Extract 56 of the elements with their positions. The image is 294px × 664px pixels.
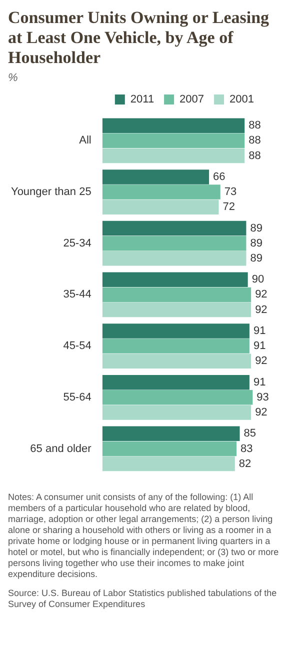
bar: [102, 456, 235, 472]
bar: [102, 148, 245, 164]
bar: [102, 354, 252, 368]
data-label: 89: [250, 237, 262, 250]
y-tick-label: All: [79, 134, 92, 147]
chart-title: Consumer Units Owning or Leasing at Least One Vehicle, by Age of Householder: [8, 8, 270, 68]
y-tick-label: Younger than 25: [10, 186, 92, 198]
data-label: 89: [250, 222, 262, 234]
legend-label: 2007: [180, 94, 204, 106]
text: %: [8, 72, 19, 84]
bar: [102, 338, 250, 354]
data-label: 90: [252, 274, 264, 286]
bar: [102, 133, 245, 148]
data-label: 91: [253, 376, 266, 388]
bar: [102, 251, 246, 266]
data-label: 66: [213, 170, 226, 183]
bar: [102, 170, 210, 184]
y-tick-label: 35-44: [63, 288, 92, 301]
y-tick-label: 25-34: [63, 237, 92, 250]
bar: [102, 200, 219, 214]
y-tick-label: 65 and older: [30, 442, 92, 455]
data-label: 92: [255, 355, 268, 368]
legend-label: 2011: [130, 94, 154, 106]
y-tick-label: 45-54: [63, 340, 92, 352]
bar: [102, 374, 250, 390]
bar: [102, 272, 248, 288]
bar: [102, 118, 245, 133]
data-label: 88: [248, 150, 261, 162]
data-label: 73: [224, 186, 237, 198]
bar: [102, 390, 253, 405]
data-label: 88: [248, 134, 261, 147]
bar: [102, 220, 246, 236]
data-label: 92: [255, 288, 268, 301]
bar: [102, 184, 220, 200]
bar: [102, 405, 252, 420]
bar: [102, 287, 252, 302]
legend-label: 2001: [230, 94, 254, 106]
bar: [102, 441, 237, 456]
data-label: 83: [240, 442, 253, 455]
data-label: 72: [222, 201, 235, 214]
data-label: 89: [250, 252, 262, 264]
bar: [102, 324, 250, 338]
data-label: 91: [253, 340, 266, 352]
text: Notes: A consumer unit consists of any of the following: (1) All members of a particular household who are related by blood, marriage, adoption or other legal arrangements; (2) a person living alone or sharing a household with others or living as a roomer in a private home or lodging house or in permanent living quarters in a hotel or motel, but who is financially independent; or (3) two or more persons living together who use their incomes to make joint expenditure decisions.: [8, 492, 280, 580]
data-label: 85: [244, 428, 256, 440]
data-label: 82: [238, 458, 252, 470]
data-label: 92: [255, 304, 268, 316]
y-tick-label: 55-64: [63, 391, 92, 404]
data-label: 93: [256, 391, 269, 404]
bar: [102, 302, 252, 318]
data-label: 91: [253, 325, 266, 338]
source-note: Source: U.S. Bureau of Labor Statistics published tabulations of the Survey of Consumer Expenditures: [8, 588, 278, 610]
data-label: 88: [248, 120, 261, 132]
bar: [102, 426, 240, 442]
data-label: 92: [255, 406, 268, 418]
bar: [102, 236, 246, 251]
